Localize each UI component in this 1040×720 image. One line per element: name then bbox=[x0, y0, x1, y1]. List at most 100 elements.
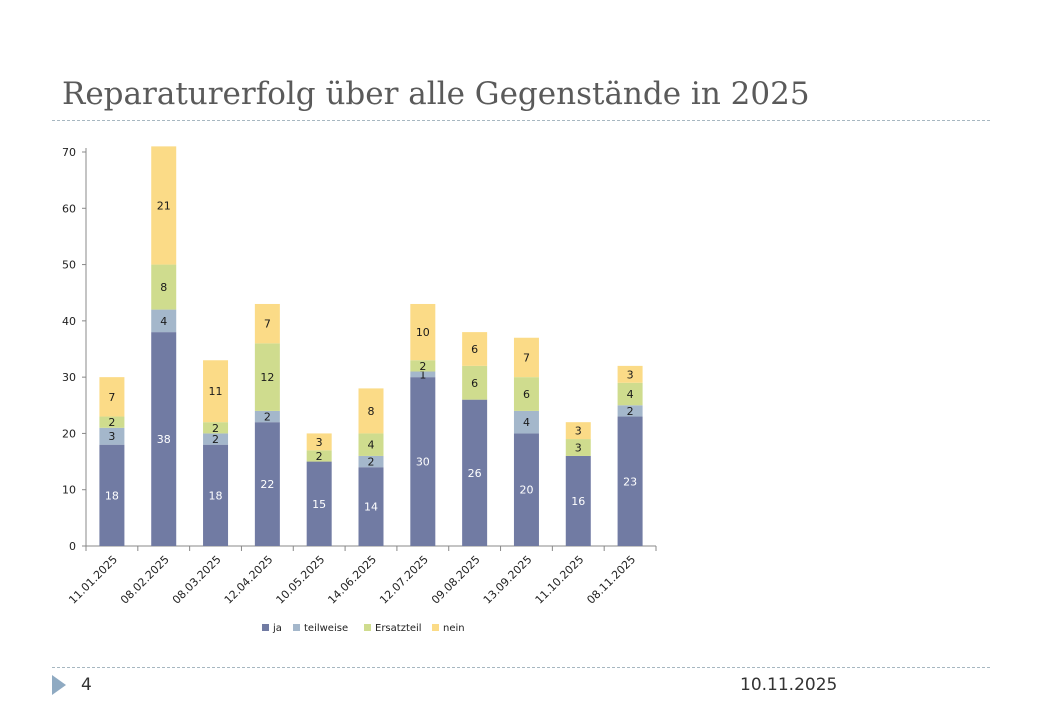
data-label: 22 bbox=[260, 478, 274, 491]
slide-title: Reparaturerfolg über alle Gegenstände in… bbox=[62, 76, 810, 112]
bar-segment-ersatzteil bbox=[99, 416, 125, 428]
x-tick-label: 12.04.2025 bbox=[222, 553, 276, 607]
data-label: 7 bbox=[108, 391, 115, 404]
legend-swatch-teilweise bbox=[293, 624, 300, 631]
y-tick-label: 10 bbox=[62, 484, 76, 497]
bar-segment-nein bbox=[565, 422, 591, 440]
bar-segment-ersatzteil bbox=[203, 422, 229, 434]
data-label: 6 bbox=[471, 377, 478, 390]
bar-segment-nein bbox=[462, 332, 488, 366]
play-arrow-icon bbox=[52, 675, 66, 695]
data-label: 11 bbox=[209, 385, 223, 398]
data-label: 10 bbox=[416, 326, 430, 339]
x-tick-label: 13.09.2025 bbox=[481, 553, 535, 607]
y-tick-label: 70 bbox=[62, 146, 76, 159]
y-tick-label: 40 bbox=[62, 315, 76, 328]
bar-segment-teilweise bbox=[410, 371, 436, 378]
y-tick-label: 0 bbox=[69, 540, 76, 553]
bar-segment-ja bbox=[513, 433, 539, 546]
x-tick-label: 11.01.2025 bbox=[66, 553, 120, 607]
x-tick-label: 11.10.2025 bbox=[533, 553, 587, 607]
bar-segment-nein bbox=[617, 365, 643, 383]
bar-segment-nein bbox=[203, 360, 229, 423]
data-label: 8 bbox=[160, 281, 167, 294]
data-label: 20 bbox=[519, 484, 533, 497]
bar-segment-ja bbox=[203, 444, 229, 546]
data-label: 21 bbox=[157, 199, 171, 212]
bar-segment-ersatzteil bbox=[513, 377, 539, 411]
data-label: 7 bbox=[523, 351, 530, 364]
bar-segment-ersatzteil bbox=[254, 343, 280, 411]
data-label: 4 bbox=[627, 388, 634, 401]
bar-segment-teilweise bbox=[358, 455, 384, 468]
slide-date: 10.11.2025 bbox=[740, 675, 838, 695]
bar-segment-ersatzteil bbox=[151, 264, 177, 310]
data-label: 16 bbox=[571, 495, 585, 508]
data-label: 4 bbox=[368, 439, 375, 452]
data-label: 18 bbox=[105, 489, 119, 502]
bar-segment-ersatzteil bbox=[410, 360, 436, 372]
y-tick-label: 20 bbox=[62, 427, 76, 440]
data-label: 3 bbox=[627, 368, 634, 381]
data-label: 23 bbox=[623, 475, 637, 488]
data-label: 2 bbox=[316, 450, 323, 463]
x-tick-label: 09.08.2025 bbox=[429, 553, 483, 607]
footer-divider bbox=[52, 667, 990, 668]
legend-label: Ersatzteil bbox=[375, 623, 422, 634]
data-label: 6 bbox=[471, 343, 478, 356]
x-tick-label: 08.02.2025 bbox=[118, 553, 172, 607]
bar-segment-nein bbox=[306, 433, 332, 451]
data-label: 6 bbox=[523, 388, 530, 401]
data-label: 4 bbox=[523, 416, 530, 429]
data-label: 3 bbox=[575, 442, 582, 455]
bar-segment-ja bbox=[617, 416, 643, 546]
bar-segment-nein bbox=[99, 377, 125, 417]
data-label: 4 bbox=[160, 315, 167, 328]
bar-segment-ja bbox=[306, 461, 332, 546]
data-label: 14 bbox=[364, 501, 378, 514]
legend-swatch-nein bbox=[432, 624, 439, 631]
bar-segment-nein bbox=[254, 303, 280, 344]
data-label: 8 bbox=[368, 405, 375, 418]
data-label: 3 bbox=[575, 425, 582, 438]
y-tick-label: 50 bbox=[62, 259, 76, 272]
bar-segment-teilweise bbox=[254, 410, 280, 423]
title-divider bbox=[52, 120, 990, 121]
data-label: 2 bbox=[368, 456, 375, 469]
page-number: 4 bbox=[81, 675, 92, 695]
bar-segment-ja bbox=[565, 455, 591, 546]
legend-swatch-ja bbox=[262, 624, 269, 631]
bar-segment-nein bbox=[513, 337, 539, 378]
data-label: 3 bbox=[316, 436, 323, 449]
data-label: 15 bbox=[312, 498, 326, 511]
data-label: 2 bbox=[419, 360, 426, 373]
bar-segment-teilweise bbox=[203, 433, 229, 445]
legend-label: ja bbox=[272, 623, 282, 634]
data-label: 2 bbox=[212, 433, 219, 446]
bar-segment-teilweise bbox=[617, 405, 643, 417]
data-label: 38 bbox=[157, 433, 171, 446]
bar-segment-teilweise bbox=[99, 427, 125, 445]
legend-swatch-ersatzteil bbox=[364, 624, 371, 631]
y-tick-label: 30 bbox=[62, 371, 76, 384]
x-tick-label: 10.05.2025 bbox=[274, 553, 328, 607]
bar-segment-ja bbox=[254, 422, 280, 546]
bar-segment-ja bbox=[99, 444, 125, 546]
data-label: 26 bbox=[468, 467, 482, 480]
x-tick-label: 08.11.2025 bbox=[584, 553, 638, 607]
bar-segment-teilweise bbox=[513, 410, 539, 434]
bar-segment-ja bbox=[151, 332, 177, 546]
bar-segment-ja bbox=[358, 467, 384, 546]
legend-label: teilweise bbox=[304, 623, 348, 634]
x-tick-label: 14.06.2025 bbox=[325, 553, 379, 607]
bar-segment-nein bbox=[151, 146, 177, 265]
bar-segment-ja bbox=[462, 399, 488, 546]
bar-segment-nein bbox=[358, 388, 384, 434]
data-label: 12 bbox=[260, 371, 274, 384]
bar-segment-ersatzteil bbox=[306, 450, 332, 462]
data-label: 3 bbox=[108, 430, 115, 443]
bar-segment-ersatzteil bbox=[358, 433, 384, 456]
legend-label: nein bbox=[443, 623, 465, 634]
bar-segment-ja bbox=[410, 377, 436, 546]
